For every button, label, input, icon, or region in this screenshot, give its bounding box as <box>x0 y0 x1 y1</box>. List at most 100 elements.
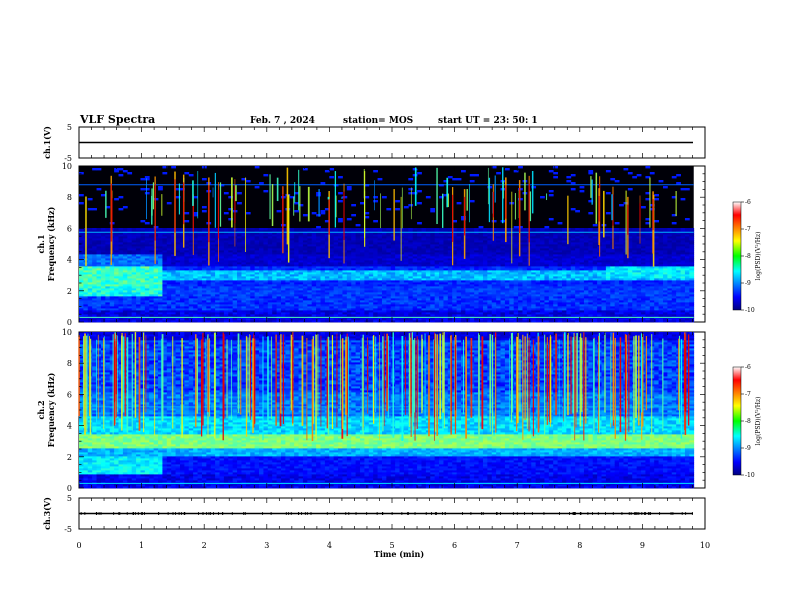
spectrogram-cell <box>119 196 124 198</box>
spectrogram-cell <box>351 204 356 206</box>
spectrogram-cell <box>518 226 523 228</box>
spectrogram-cell <box>88 228 93 230</box>
spectrogram-cell <box>378 228 383 230</box>
spectrogram-cell <box>167 228 172 230</box>
spectrogram-cell <box>351 228 356 230</box>
ch1-ytick-5: 5 <box>67 123 72 132</box>
spectrogram-cell <box>338 192 343 194</box>
spectrogram-cell <box>127 228 132 230</box>
spectrogram-cell <box>114 228 119 230</box>
spectrogram-cell <box>382 228 387 230</box>
spectrogram-cell <box>145 192 150 194</box>
spectrogram-cell <box>417 190 422 192</box>
spectrogram-cell <box>268 228 273 230</box>
spectrogram-cell <box>263 228 268 230</box>
spectrogram-cell <box>149 228 154 230</box>
spectrogram-cell <box>162 172 167 174</box>
spectrogram-cell <box>483 228 488 230</box>
spectrogram-cell <box>202 178 207 180</box>
spectrogram-cell <box>184 228 189 230</box>
spectrogram-cell <box>92 228 97 230</box>
spectrogram-cell <box>312 228 317 230</box>
spectrogram-cell <box>382 196 387 198</box>
spectrogram-cell <box>259 182 264 184</box>
spectrogram-cell <box>435 228 440 230</box>
spectrogram-cell <box>119 208 124 210</box>
spectrogram-cell <box>496 228 501 230</box>
spectrogram-cell <box>443 228 448 230</box>
spectrogram-cell <box>408 228 413 230</box>
spectrogram-cell <box>237 192 242 194</box>
spectrogram-cell <box>356 224 361 226</box>
spectrogram-cell <box>184 212 189 214</box>
spectrogram-cell <box>347 186 352 188</box>
spectrogram-cell <box>303 168 308 170</box>
spectrogram-cell <box>184 220 189 222</box>
spectrogram-cell <box>119 228 124 230</box>
spectrogram-cell <box>97 228 102 230</box>
spectrogram-cell <box>79 202 84 204</box>
spectrogram-cell <box>501 228 506 230</box>
spectrogram-cell <box>224 228 229 230</box>
spectrogram-cell <box>193 196 198 198</box>
spectrogram-cell <box>338 228 343 230</box>
ch1-spectrogram-panel: 0246810 ch.1 Frequency (kHz) <box>36 162 705 327</box>
spectrogram-cell <box>263 190 268 192</box>
spectrogram-cell <box>246 212 251 214</box>
spectrogram-cell <box>145 228 150 230</box>
start-time-label: start UT = 23: 50: 1 <box>438 116 538 126</box>
spectrogram-cell <box>417 202 422 204</box>
spectrogram-cell <box>202 228 207 230</box>
spectrogram-cell <box>272 228 277 230</box>
spectrogram-cell <box>461 170 466 172</box>
spectrogram-cell <box>514 226 519 228</box>
spectrogram-cell <box>92 168 97 170</box>
spectrogram-cell <box>492 220 497 222</box>
spectrogram-cell <box>522 228 527 230</box>
spectrogram-cell <box>465 228 470 230</box>
spectrogram-cell <box>408 178 413 180</box>
spectrogram-cell <box>255 228 260 230</box>
spectrogram-cell <box>329 168 334 170</box>
spectrogram-cell <box>470 174 475 176</box>
spectrogram-cell <box>474 228 479 230</box>
spectrogram-cell <box>294 228 299 230</box>
spectrogram-cell <box>290 228 295 230</box>
spectrogram-cell <box>88 198 93 200</box>
spectrogram-cell <box>303 214 308 216</box>
spectrogram-cell <box>154 198 159 200</box>
spectrogram-cell <box>421 228 426 230</box>
spectrogram-cell <box>404 206 409 208</box>
spectrogram-cell <box>413 228 418 230</box>
ch1-waveform-ylabel: ch.1(V) <box>42 126 52 159</box>
spectrogram-cell <box>518 166 523 168</box>
spectrogram-cell <box>123 170 128 172</box>
spectrogram-cell <box>184 172 189 174</box>
spectrogram-cell <box>154 226 159 228</box>
spectrogram-cell <box>294 210 299 212</box>
spectrogram-cell <box>395 200 400 202</box>
spectrogram-cell <box>347 218 352 220</box>
spectrogram-cell <box>448 228 453 230</box>
spectrogram-cell <box>470 200 475 202</box>
spectrogram-cell <box>140 188 145 190</box>
spectrogram-cell <box>224 212 229 214</box>
spectrogram-cell <box>263 174 268 176</box>
spectrogram-cell <box>158 228 163 230</box>
spectrogram-cell <box>189 174 194 176</box>
spectrogram-cell <box>127 172 132 174</box>
spectrogram-cell <box>215 228 220 230</box>
spectrogram-cell <box>140 220 145 222</box>
spectrogram-cell <box>211 228 216 230</box>
spectrogram-cell <box>145 176 150 178</box>
spectrogram-cell <box>119 168 124 170</box>
spectrogram-cell <box>101 194 106 196</box>
spectrogram-cell <box>426 228 431 230</box>
spectrogram-cell <box>237 228 242 230</box>
spectrogram-cell <box>259 228 264 230</box>
spectrogram-cell <box>220 228 225 230</box>
spectrogram-cell <box>373 220 378 222</box>
spectrogram-cell <box>386 208 391 210</box>
spectrogram-cell <box>430 228 435 230</box>
